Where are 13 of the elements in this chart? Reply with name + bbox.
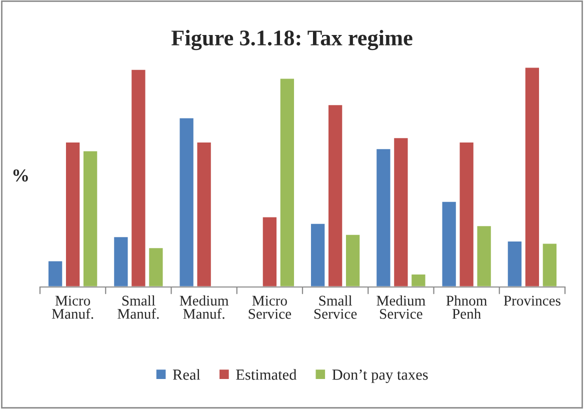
legend-label: Estimated — [236, 369, 297, 380]
x-tick-label: Micro Service — [248, 296, 292, 319]
x-tick-label: Micro Manuf. — [52, 296, 94, 319]
legend-label: Don’t pay taxes — [332, 370, 428, 383]
x-tick-label: Phnom Penh — [446, 295, 487, 319]
legend-label: Real — [172, 369, 200, 380]
x-tick-label: Small Service — [314, 295, 357, 319]
x-tick-label: Medium Manuf. — [180, 295, 229, 319]
x-tick-label: Small Manuf. — [118, 295, 159, 319]
x-tick-label: Provinces — [504, 296, 560, 306]
y-axis-title: % — [13, 169, 28, 182]
chart-title: Figure 3.1.18: Tax regime — [171, 30, 412, 50]
x-tick-label: Medium Service — [376, 295, 426, 319]
